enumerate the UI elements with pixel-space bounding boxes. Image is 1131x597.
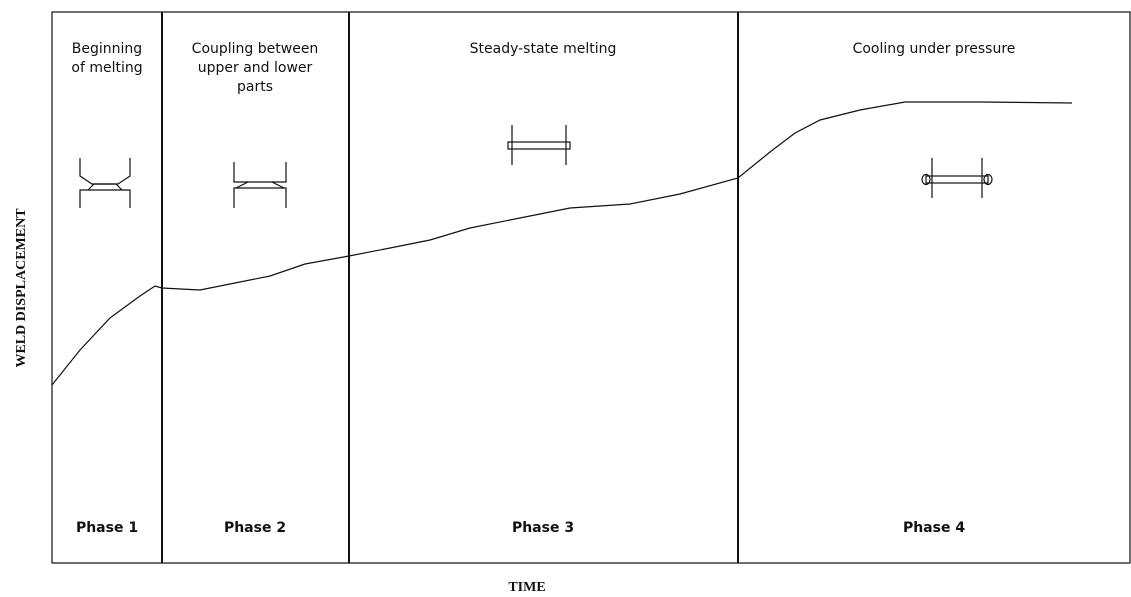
icon-phase-4 xyxy=(922,158,992,198)
phase-title: Coupling between xyxy=(192,41,319,57)
phase-title: upper and lower xyxy=(198,60,313,76)
icon-phase-3 xyxy=(508,125,570,165)
phase-label: Phase 3 xyxy=(512,520,574,536)
phase-label: Phase 1 xyxy=(76,520,138,536)
phase-label: Phase 4 xyxy=(903,520,965,536)
phase-title: of melting xyxy=(71,60,142,76)
phase-title: parts xyxy=(237,79,273,95)
icon-phase-2 xyxy=(234,162,286,208)
x-axis-label: TIME xyxy=(508,580,545,595)
y-axis-label: WELD DISPLACEMENT xyxy=(14,208,29,368)
diagram: WELD DISPLACEMENT TIME Beginning of melti… xyxy=(0,0,1131,597)
icon-phase-1 xyxy=(80,158,130,208)
phase-title: Steady-state melting xyxy=(470,41,617,57)
phase-title: Beginning xyxy=(72,41,142,57)
phase-title: Cooling under pressure xyxy=(853,41,1016,57)
phase-label: Phase 2 xyxy=(224,520,286,536)
displacement-curve xyxy=(52,102,1072,385)
